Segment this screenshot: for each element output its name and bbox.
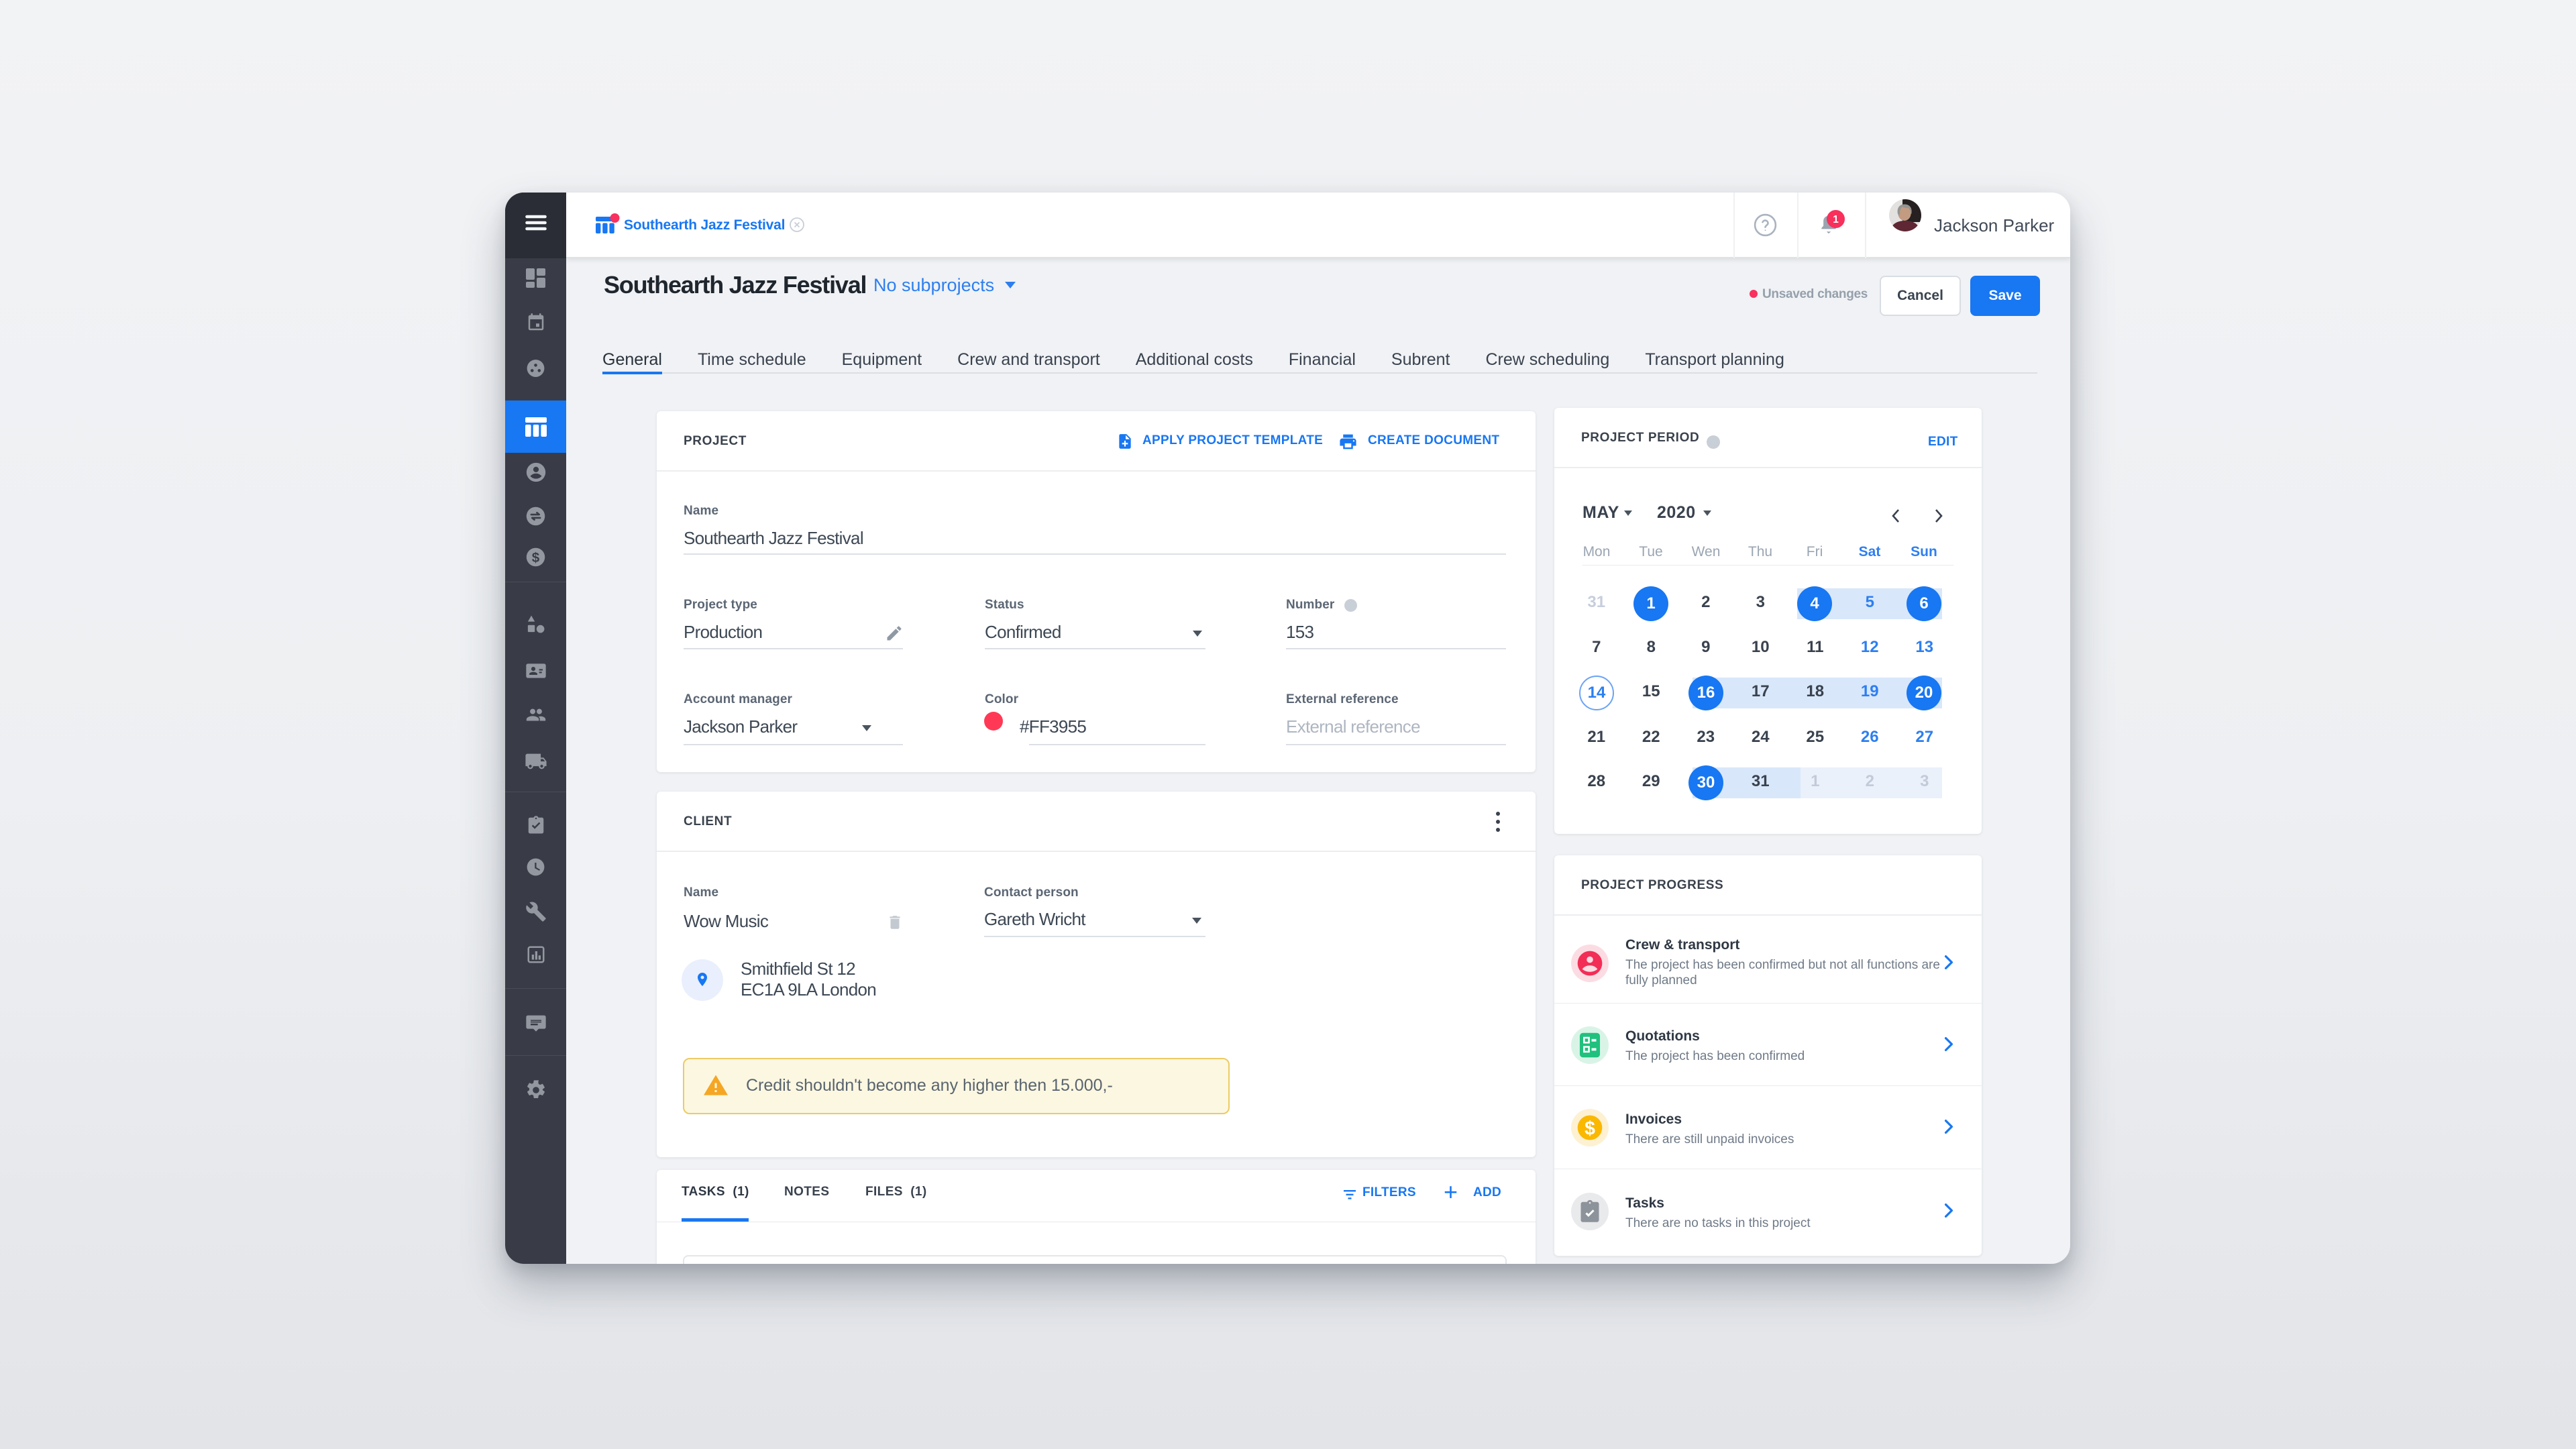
svg-text:$: $: [532, 550, 540, 566]
svg-text:$: $: [1585, 1118, 1595, 1139]
svg-text:1: 1: [1833, 214, 1839, 225]
